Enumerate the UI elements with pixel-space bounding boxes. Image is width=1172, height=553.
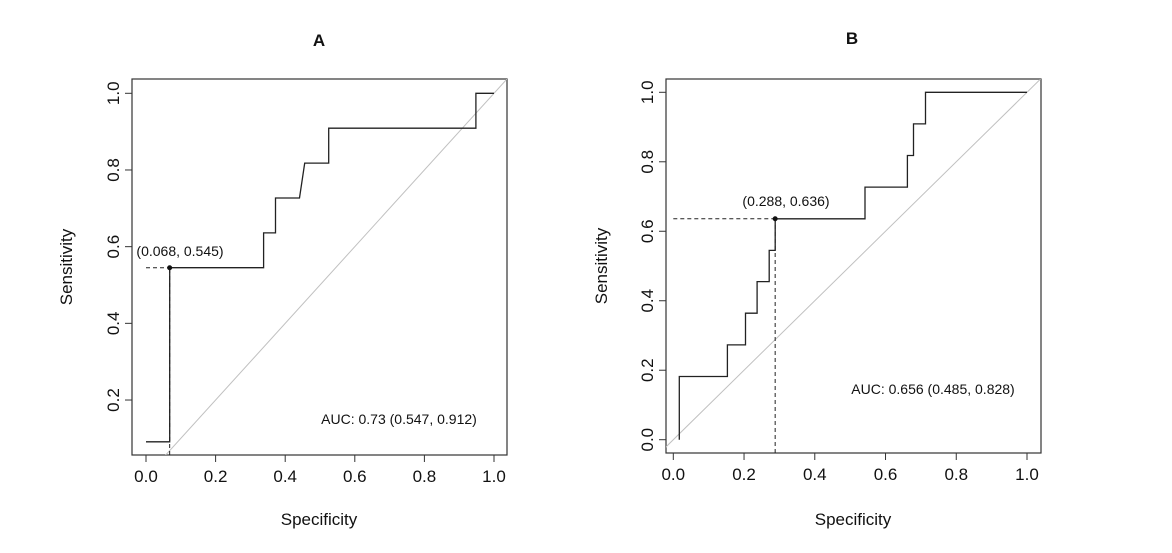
x-tick-label: 0.0 bbox=[134, 467, 158, 486]
y-tick-label: 0.0 bbox=[638, 428, 657, 452]
reference-diagonal bbox=[666, 79, 1041, 448]
x-tick-label: 0.6 bbox=[343, 467, 367, 486]
auc-annotation: AUC: 0.73 (0.547, 0.912) bbox=[321, 411, 477, 427]
x-tick-label: 1.0 bbox=[1015, 465, 1039, 484]
x-tick-label: 1.0 bbox=[482, 467, 506, 486]
auc-annotation: AUC: 0.656 (0.485, 0.828) bbox=[851, 381, 1014, 397]
plot-frame bbox=[665, 78, 1042, 454]
y-tick-label: 0.2 bbox=[638, 358, 657, 382]
y-tick-label: 1.0 bbox=[638, 80, 657, 104]
threshold-label: (0.288, 0.636) bbox=[742, 193, 829, 209]
x-tick-label: 0.2 bbox=[204, 467, 228, 486]
x-tick-label: 0.6 bbox=[874, 465, 898, 484]
x-tick-label: 0.4 bbox=[803, 465, 827, 484]
y-tick-label: 0.2 bbox=[104, 388, 123, 412]
reference-diagonal bbox=[165, 79, 507, 455]
y-tick-label: 0.6 bbox=[638, 219, 657, 243]
y-tick-label: 0.4 bbox=[104, 312, 123, 336]
x-tick-label: 0.8 bbox=[944, 465, 968, 484]
x-tick-label: 0.2 bbox=[732, 465, 756, 484]
x-axis-label: Specificity bbox=[281, 510, 358, 529]
y-tick-label: 0.4 bbox=[638, 289, 657, 313]
x-tick-label: 0.4 bbox=[273, 467, 297, 486]
panel-b: B Specificity Sensitivity (0.288, 0.636)… bbox=[592, 29, 1042, 529]
x-tick-label: 0.8 bbox=[413, 467, 437, 486]
y-tick-label: 1.0 bbox=[104, 81, 123, 105]
y-axis-label: Sensitivity bbox=[57, 228, 76, 305]
roc-curve bbox=[678, 91, 1027, 440]
y-axis-label: Sensitivity bbox=[592, 227, 611, 304]
y-tick-label: 0.8 bbox=[638, 150, 657, 174]
y-tick-label: 0.8 bbox=[104, 158, 123, 182]
threshold-point bbox=[772, 216, 778, 222]
threshold-point bbox=[167, 265, 173, 271]
y-tick-label: 0.6 bbox=[104, 235, 123, 259]
threshold-label: (0.068, 0.545) bbox=[136, 243, 223, 259]
panel-a: A Specificity Sensitivity (0.068, 0.545)… bbox=[57, 31, 508, 529]
x-tick-label: 0.0 bbox=[661, 465, 685, 484]
x-axis-label: Specificity bbox=[815, 510, 892, 529]
plot-frame bbox=[131, 78, 508, 456]
roc-curve bbox=[146, 92, 494, 443]
panel-title: B bbox=[846, 29, 858, 48]
panel-title: A bbox=[313, 31, 325, 50]
